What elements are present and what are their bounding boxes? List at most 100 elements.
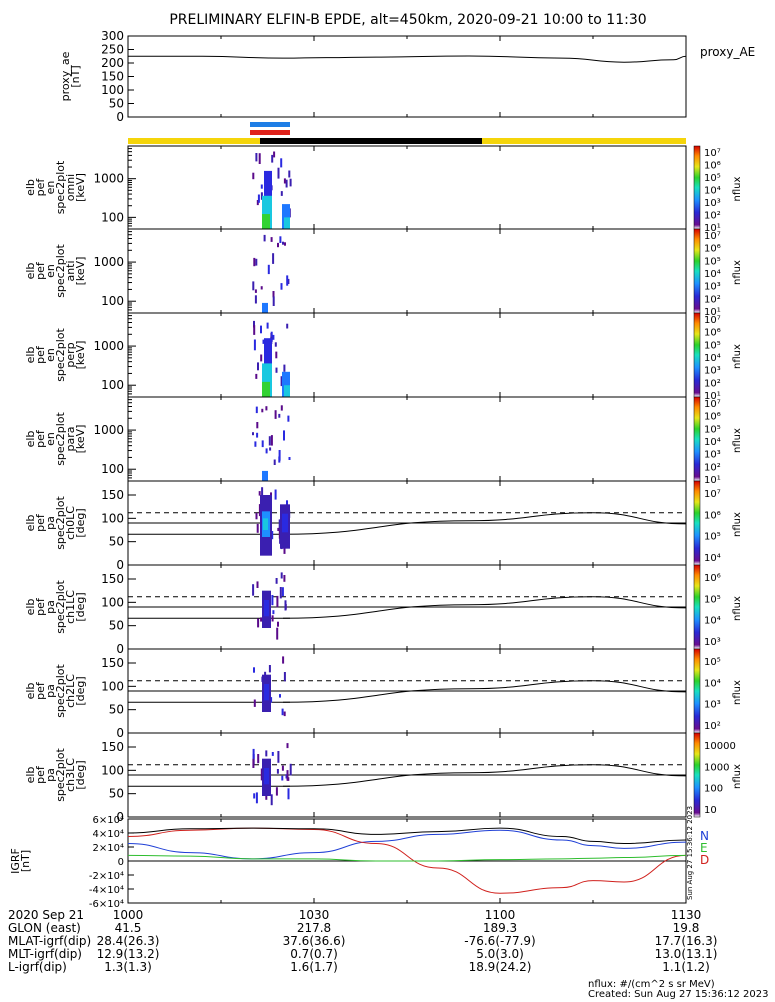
pa-loss-cone-curve: [282, 680, 687, 703]
orbit-bars: [128, 122, 686, 144]
spec-ylabel-line: en: [44, 348, 57, 362]
spectro-pixel: [253, 339, 256, 351]
spectro-pixel: [289, 178, 292, 187]
pa-pixel: [258, 491, 261, 496]
colorbar-tick-label: 10⁴: [704, 616, 721, 627]
colorbar-tick-label: 10⁶: [704, 161, 721, 172]
pa-ylabel-line: ch0LC: [64, 506, 77, 540]
y-tick-label: 300: [101, 29, 124, 43]
igrf-ylabel-line: IGRF: [9, 848, 22, 874]
pa-pixel: [276, 769, 279, 774]
spectro-pixel: [278, 413, 281, 418]
colorbar-tick-label: 10¹: [704, 391, 721, 402]
colorbar-tick-label: 10⁶: [704, 510, 721, 521]
panels: 050100150200250300proxy_ae[nT]proxy_AE10…: [8, 29, 755, 974]
axis-row-value: 28.4(26.3): [97, 934, 160, 948]
colorbar-label: nflux: [732, 596, 743, 621]
y-tick-label: 200: [101, 56, 124, 70]
y-tick-label: 150: [101, 572, 124, 586]
y-tick-label: 1000: [93, 339, 124, 353]
colorbar-tick-label: 10⁵: [704, 424, 721, 435]
spectro-pixel: [256, 432, 259, 438]
spec-ylabel-line: pef: [34, 345, 47, 364]
axis-row-value: 12.9(13.2): [97, 947, 160, 961]
y-tick-label: 50: [109, 97, 124, 111]
pa-band: [264, 684, 269, 701]
proxy-ae-ylabel-line: [nT]: [69, 65, 82, 87]
colorbar-label: nflux: [732, 764, 743, 789]
colorbar-tick-label: 10⁶: [704, 328, 721, 339]
spectro-pixel: [277, 242, 279, 248]
y-tick-label: 4×10⁴: [93, 829, 124, 840]
spectro-pixel: [280, 283, 283, 290]
pa-pixel: [279, 694, 281, 698]
colorbar-tick-label: 10⁷: [704, 231, 721, 242]
spectro-pixel: [288, 457, 291, 460]
spectro-pixel: [274, 410, 277, 419]
spectro-pixel: [252, 432, 254, 436]
spectro-pixel: [254, 441, 257, 447]
colorbar-tick-label: 10: [704, 805, 717, 816]
spec-ylabel-line: anti: [64, 260, 77, 281]
y-tick-label: 100: [101, 83, 124, 97]
pa-ylabel-line: pef: [34, 513, 47, 532]
colorbar-tick-label: 10⁶: [704, 412, 721, 423]
colorbar: [693, 648, 701, 734]
y-tick-label: 6×10⁴: [93, 815, 124, 826]
spectro-pixel: [272, 334, 275, 340]
colorbar-tick-label: 10⁷: [704, 489, 721, 500]
colorbar-tick-label: 10¹: [704, 223, 721, 234]
pa-pixel: [256, 523, 259, 533]
colorbar-tick-label: 10¹: [704, 475, 721, 486]
igrf-legend-entry: D: [700, 853, 709, 867]
spectro-pixel: [255, 258, 258, 266]
spectro-pixel: [278, 456, 281, 463]
y-tick-label: -2×10⁴: [89, 871, 124, 882]
axis-row-value: 1130: [671, 908, 702, 922]
pa-ylabel-line: elb: [24, 767, 37, 784]
igrf-series-line: [127, 827, 687, 845]
spectro-pixel: [260, 286, 263, 290]
pa-pixel: [260, 617, 263, 622]
spectro-pixel: [280, 405, 283, 411]
spectro-pixel: [257, 362, 259, 371]
pa-ylabel-line: elb: [24, 599, 37, 616]
pa-ylabel-line: spec2plot: [54, 496, 67, 550]
pa-pixel: [255, 792, 258, 804]
y-tick-label: 100: [101, 378, 124, 392]
spectro-pixel: [288, 170, 291, 178]
spec-ylabel-line: spec2plot: [54, 160, 67, 214]
colorbar-tick-label: 10²: [704, 462, 721, 473]
spectro-pixel: [265, 406, 268, 411]
colorbar-label: nflux: [732, 260, 743, 285]
spectro-band: [284, 385, 290, 397]
axis-row-label: 2020 Sep 21: [8, 908, 84, 922]
spectro-band: [262, 381, 270, 397]
pa-pixel: [253, 793, 256, 799]
spectro-pixel: [275, 351, 278, 359]
colorbar-tick-label: 10000: [704, 741, 736, 752]
spectro-pixel: [265, 448, 268, 454]
axis-row-value: 19.8: [673, 921, 700, 935]
spec-ylabel-line: pef: [34, 429, 47, 448]
pa-pixel: [274, 489, 277, 500]
spectro-pixel: [284, 242, 286, 246]
colorbar-tick-label: 10²: [704, 378, 721, 389]
proxy-ae-frame: [127, 35, 687, 118]
pa-ylabel-line: elb: [24, 683, 37, 700]
spec-frame: [127, 228, 687, 314]
y-tick-label: 0: [116, 558, 124, 572]
spectro-pixel: [273, 151, 276, 158]
pa-pixel: [281, 708, 284, 716]
pa-loss-cone-curve: [282, 596, 687, 619]
pa-pixel: [271, 615, 274, 622]
colorbar-tick-label: 10⁷: [704, 399, 721, 410]
spectro-pixel: [262, 339, 265, 344]
colorbar-tick-label: 10⁵: [704, 657, 721, 668]
y-tick-label: 50: [109, 619, 124, 633]
pa-pixel: [289, 763, 292, 776]
pa-pixel: [257, 754, 260, 764]
pa-ylabel-line: pa: [44, 768, 57, 782]
proxy-ae-series-label: proxy_AE: [700, 45, 755, 59]
